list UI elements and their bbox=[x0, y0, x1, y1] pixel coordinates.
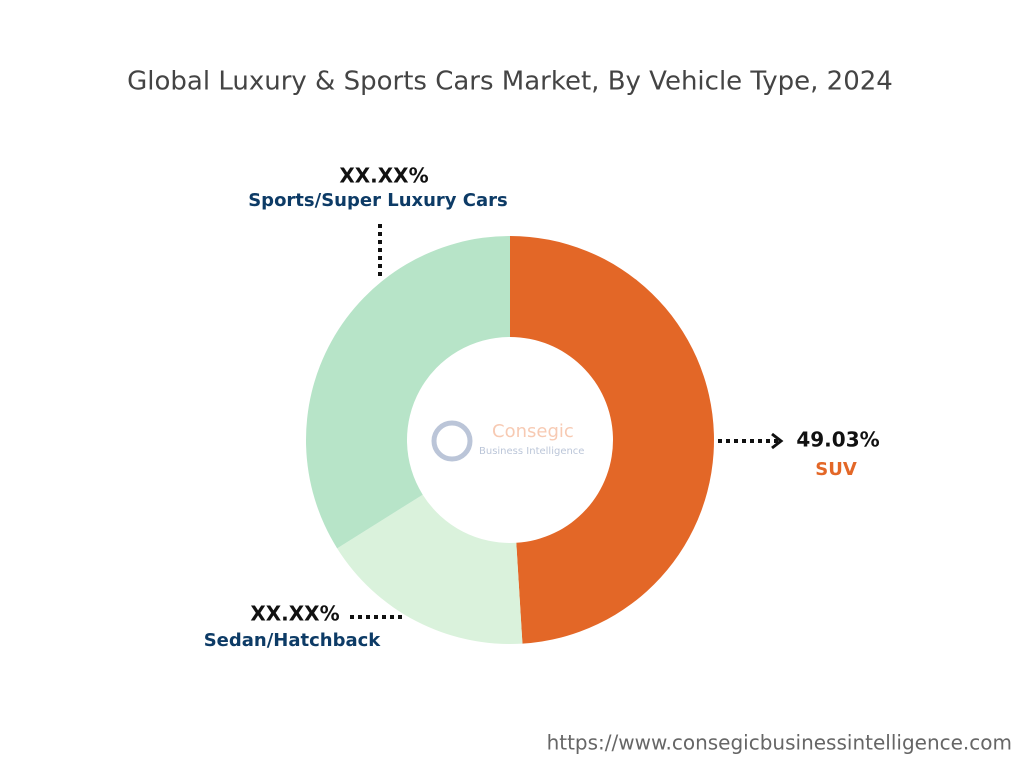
watermark-name: Consegic bbox=[492, 421, 574, 442]
category-label: Sedan/Hatchback bbox=[204, 630, 382, 651]
data-label: XX.XX% bbox=[339, 164, 428, 188]
leader-arrow bbox=[771, 432, 784, 450]
data-label: 49.03% bbox=[796, 428, 879, 452]
watermark-tagline: Business Intelligence bbox=[479, 446, 584, 457]
chart-title: Global Luxury & Sports Cars Market, By V… bbox=[127, 67, 893, 97]
donut-slice bbox=[306, 236, 510, 549]
donut-slice bbox=[337, 494, 523, 644]
footer-url: https://www.consegicbusinessintelligence… bbox=[547, 731, 1012, 755]
donut-slice bbox=[510, 235, 715, 644]
watermark: Consegic Business Intelligence bbox=[431, 420, 584, 462]
logo-icon bbox=[431, 420, 473, 462]
category-label: Sports/Super Luxury Cars bbox=[248, 190, 508, 211]
category-label: SUV bbox=[815, 459, 857, 480]
data-label: XX.XX% bbox=[250, 602, 339, 626]
